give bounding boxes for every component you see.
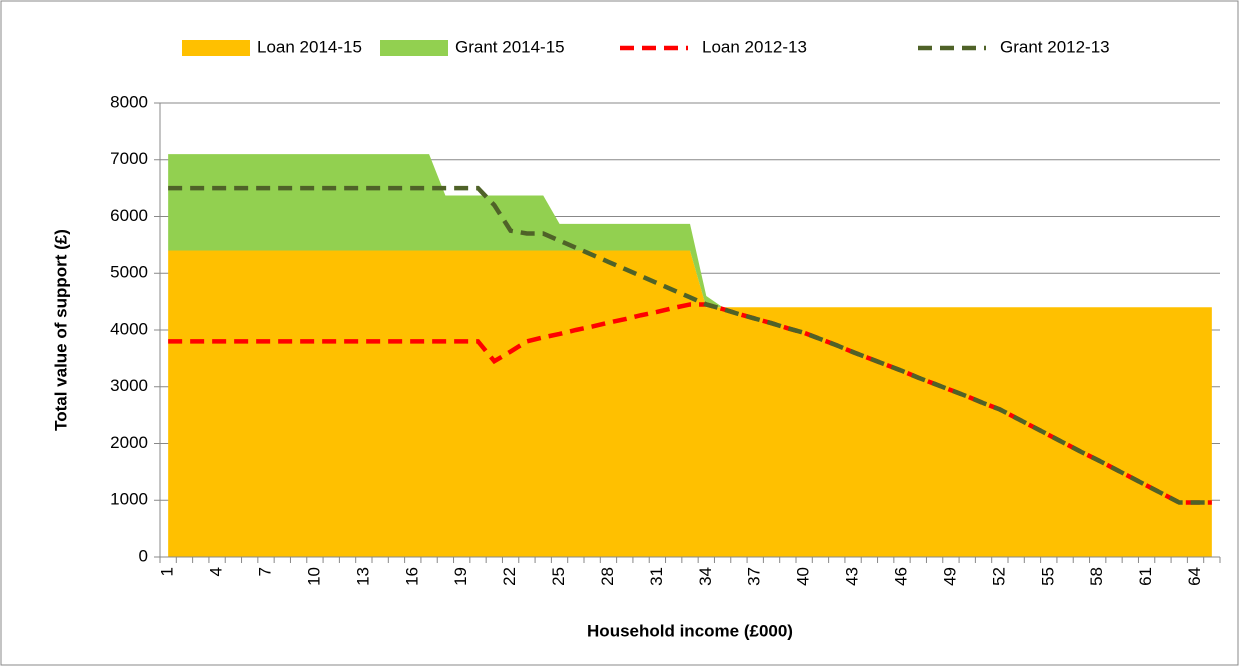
x-tick-label: 64 xyxy=(1185,567,1204,586)
legend-swatch xyxy=(380,40,448,56)
x-tick-label: 52 xyxy=(989,567,1008,586)
legend-label: Grant 2014-15 xyxy=(455,37,565,56)
y-tick-label: 2000 xyxy=(110,433,148,452)
x-tick-label: 46 xyxy=(891,567,910,586)
x-tick-label: 37 xyxy=(745,567,764,586)
x-tick-label: 13 xyxy=(353,567,372,586)
y-tick-label: 4000 xyxy=(110,319,148,338)
x-tick-label: 40 xyxy=(794,567,813,586)
x-tick-label: 61 xyxy=(1136,567,1155,586)
legend-label: Grant 2012-13 xyxy=(1000,37,1110,56)
x-tick-label: 19 xyxy=(451,567,470,586)
x-tick-label: 16 xyxy=(402,567,421,586)
line xyxy=(168,185,1212,505)
y-tick-label: 3000 xyxy=(110,376,148,395)
y-tick-label: 0 xyxy=(139,546,148,565)
legend-label: Loan 2014-15 xyxy=(257,37,362,56)
x-tick-label: 25 xyxy=(549,567,568,586)
x-tick-label: 10 xyxy=(304,567,323,586)
x-tick-label: 1 xyxy=(158,567,177,576)
x-axis-title: Household income (£000) xyxy=(587,621,793,640)
x-tick-label: 34 xyxy=(696,567,715,586)
x-tick-label: 58 xyxy=(1087,567,1106,586)
area xyxy=(168,250,1212,558)
y-axis-title: Total value of support (£) xyxy=(51,229,70,431)
y-tick-label: 7000 xyxy=(110,149,148,168)
legend-label: Loan 2012-13 xyxy=(702,37,807,56)
area xyxy=(168,154,1212,308)
y-tick-label: 8000 xyxy=(110,92,148,111)
y-tick-label: 5000 xyxy=(110,263,148,282)
x-tick-label: 7 xyxy=(255,567,274,576)
x-tick-label: 4 xyxy=(207,567,226,576)
x-tick-label: 43 xyxy=(843,567,862,586)
x-tick-label: 55 xyxy=(1038,567,1057,586)
y-tick-label: 6000 xyxy=(110,206,148,225)
x-tick-label: 28 xyxy=(598,567,617,586)
y-tick-label: 1000 xyxy=(110,490,148,509)
x-tick-label: 31 xyxy=(647,567,666,586)
legend-swatch xyxy=(182,40,250,56)
x-tick-label: 49 xyxy=(940,567,959,586)
x-tick-label: 22 xyxy=(500,567,519,586)
